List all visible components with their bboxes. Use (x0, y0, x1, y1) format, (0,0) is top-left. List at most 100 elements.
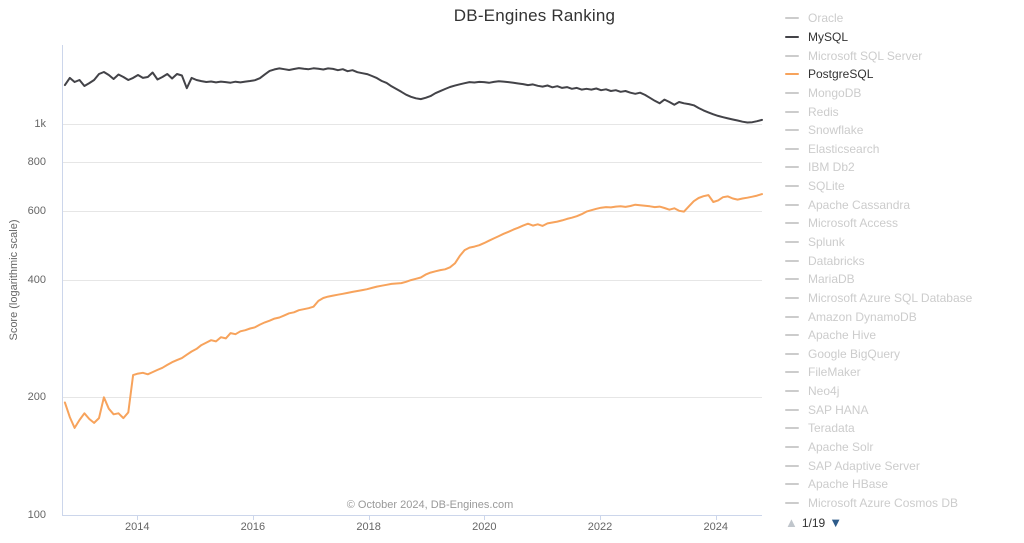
series-line-postgresql (63, 193, 763, 429)
legend-item-label: IBM Db2 (808, 160, 855, 175)
legend-item-label: MongoDB (808, 85, 862, 100)
series-dash-icon (785, 147, 799, 150)
series-dash-icon (785, 166, 799, 169)
series-dash-icon (785, 259, 799, 262)
legend-item-label: Amazon DynamoDB (808, 309, 917, 324)
x-axis-tick-label: 2016 (240, 521, 266, 533)
series-dash-icon (785, 334, 799, 337)
legend-item-label: MariaDB (808, 272, 855, 287)
series-dash-icon (785, 483, 799, 486)
legend-item-label: FileMaker (808, 365, 861, 380)
legend-item-filemaker[interactable]: FileMaker (785, 363, 1020, 382)
legend-item-mongodb[interactable]: MongoDB (785, 84, 1020, 103)
legend-item-microsoft-azure-cosmos-db[interactable]: Microsoft Azure Cosmos DB (785, 494, 1020, 513)
y-axis-tick-label: 600 (27, 204, 46, 217)
legend-item-mariadb[interactable]: MariaDB (785, 270, 1020, 289)
legend-item-microsoft-access[interactable]: Microsoft Access (785, 214, 1020, 233)
y-axis-tick-label: 1k (34, 118, 46, 131)
legend-item-google-bigquery[interactable]: Google BigQuery (785, 345, 1020, 364)
series-dash-icon (785, 408, 799, 411)
legend-item-label: Databricks (808, 253, 865, 268)
series-dash-icon (785, 185, 799, 188)
legend-item-sap-adaptive-server[interactable]: SAP Adaptive Server (785, 456, 1020, 475)
series-dash-icon (785, 110, 799, 113)
series-dash-icon (785, 390, 799, 393)
legend-item-label: Redis (808, 104, 839, 119)
legend: Oracle MySQL Microsoft SQL Server Postgr… (785, 9, 1020, 512)
y-axis-tick-label: 100 (27, 509, 46, 521)
legend-item-teradata[interactable]: Teradata (785, 419, 1020, 438)
legend-item-label: Elasticsearch (808, 141, 880, 156)
x-axis-tick-label: 2020 (472, 521, 497, 533)
series-dash-icon (785, 54, 799, 57)
legend-item-label: Apache Hive (808, 328, 877, 343)
series-dash-icon (785, 241, 799, 243)
legend-item-label: Microsoft Azure SQL Database (808, 290, 973, 305)
series-line-mysql (63, 67, 763, 124)
legend-item-label: Snowflake (808, 123, 864, 138)
legend-item-label: Microsoft Access (808, 216, 899, 231)
legend-item-label: Splunk (808, 235, 845, 249)
legend-item-apache-cassandra[interactable]: Apache Cassandra (785, 195, 1020, 214)
legend-item-label: Apache Solr (808, 440, 874, 455)
legend-item-label: SAP Adaptive Server (808, 458, 920, 473)
series-dash-icon (785, 17, 799, 20)
legend-item-snowflake[interactable]: Snowflake (785, 121, 1020, 140)
legend-pagination: ▲ 1/19 ▼ (785, 515, 842, 531)
legend-item-apache-hive[interactable]: Apache Hive (785, 326, 1020, 345)
legend-item-label: MySQL (808, 29, 849, 44)
series-dash-icon (785, 203, 799, 206)
legend-item-ibm-db2[interactable]: IBM Db2 (785, 158, 1020, 177)
legend-item-label: Neo4j (808, 384, 840, 399)
series-dash-icon (785, 91, 799, 94)
legend-item-label: Microsoft SQL Server (808, 48, 923, 63)
legend-item-label: SQLite (808, 179, 845, 194)
series-dash-icon (785, 371, 799, 374)
series-dash-icon (785, 315, 799, 318)
legend-item-label: PostgreSQL (808, 67, 874, 82)
legend-items: Oracle MySQL Microsoft SQL Server Postgr… (785, 9, 1020, 512)
plot-area (62, 45, 763, 520)
series-dash-icon (785, 446, 799, 449)
legend-item-label: Google BigQuery (808, 346, 901, 361)
legend-item-sqlite[interactable]: SQLite (785, 177, 1020, 196)
series-dash-icon (785, 129, 799, 132)
y-axis-tick-label: 400 (27, 273, 46, 286)
series-dash-icon (785, 73, 799, 76)
legend-item-postgresql[interactable]: PostgreSQL (785, 65, 1020, 84)
legend-item-apache-hbase[interactable]: Apache HBase (785, 475, 1020, 494)
legend-item-apache-solr[interactable]: Apache Solr (785, 438, 1020, 457)
legend-page-down-icon[interactable]: ▼ (829, 515, 843, 530)
series-dash-icon (785, 464, 799, 467)
x-axis-tick-label: 2014 (124, 521, 150, 533)
legend-item-oracle[interactable]: Oracle (785, 9, 1020, 28)
legend-item-label: SAP HANA (808, 402, 869, 417)
y-axis-tick-label: 800 (27, 155, 46, 168)
x-axis-tick-label: 2018 (356, 521, 381, 533)
series-dash-icon (785, 427, 799, 430)
series-dash-icon (785, 222, 799, 225)
legend-item-amazon-dynamodb[interactable]: Amazon DynamoDB (785, 307, 1020, 326)
legend-item-sap-hana[interactable]: SAP HANA (785, 400, 1020, 419)
legend-item-microsoft-sql-server[interactable]: Microsoft SQL Server (785, 46, 1020, 65)
series-dash-icon (785, 501, 799, 504)
legend-page-indicator: 1/19 (801, 516, 826, 530)
legend-item-label: Microsoft Azure Cosmos DB (808, 495, 959, 510)
legend-item-splunk[interactable]: Splunk (785, 233, 1020, 252)
legend-page-up-icon[interactable]: ▲ (785, 515, 798, 530)
legend-item-microsoft-azure-sql-database[interactable]: Microsoft Azure SQL Database (785, 289, 1020, 308)
chart-title: DB-Engines Ranking (453, 6, 616, 25)
legend-item-label: Oracle (808, 11, 844, 26)
legend-item-databricks[interactable]: Databricks (785, 251, 1020, 270)
series-dash-icon (785, 35, 799, 38)
legend-item-label: Teradata (808, 421, 855, 436)
y-axis-tick-label: 200 (27, 391, 46, 404)
x-axis-tick-label: 2024 (703, 521, 728, 533)
legend-item-redis[interactable]: Redis (785, 102, 1020, 121)
legend-item-neo4j[interactable]: Neo4j (785, 382, 1020, 401)
legend-item-elasticsearch[interactable]: Elasticsearch (785, 139, 1020, 158)
legend-item-mysql[interactable]: MySQL (785, 28, 1020, 47)
series-dash-icon (785, 278, 799, 281)
legend-item-label: Apache Cassandra (808, 197, 911, 212)
